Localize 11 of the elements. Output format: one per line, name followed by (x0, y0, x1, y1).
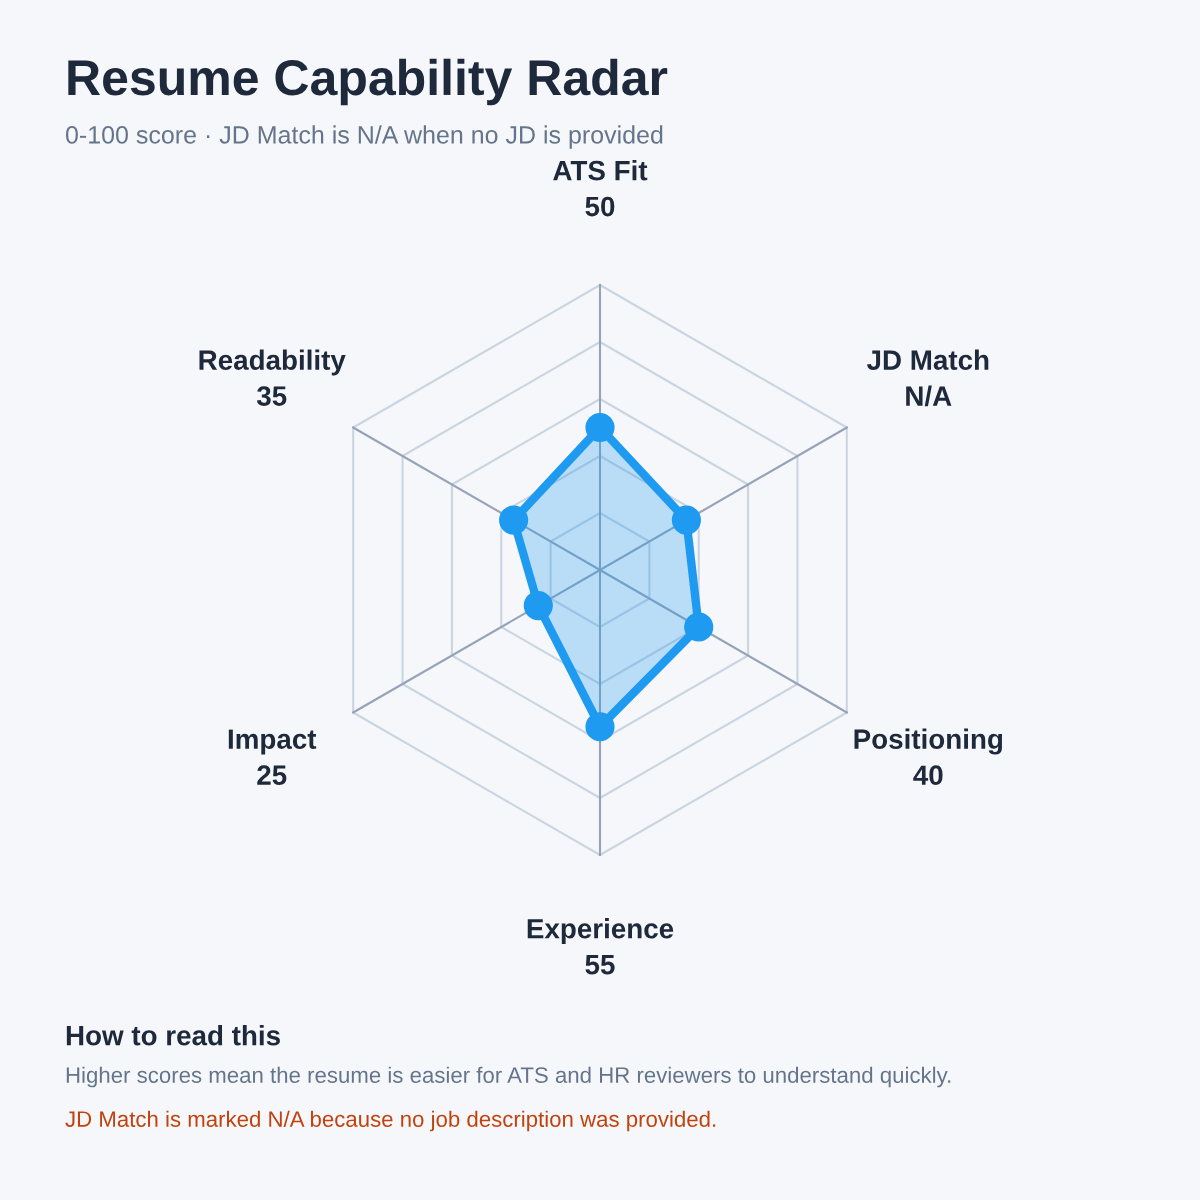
text: Higher scores mean the resume is easier for ATS and HR reviewers to understand quickly. (66, 1066, 951, 1088)
spoke-label: Positioning 40 (854, 728, 1003, 786)
spoke-label: Impact 25 (228, 729, 317, 785)
spoke-label: ATS Fit 50 (553, 160, 648, 217)
spoke-label: Readability 35 (199, 349, 346, 406)
spoke-label: JD Match N/A (866, 349, 989, 407)
text: How to read this (66, 1025, 280, 1046)
text: JD Match is marked N/A because no job description was provided. (65, 1110, 716, 1132)
spoke-label: Experience 55 (527, 918, 674, 975)
chart-title: Resume Capability Radar (68, 58, 668, 106)
chart-subtitle: 0-100 score · JD Match is N/A when no JD is provided (65, 125, 663, 149)
